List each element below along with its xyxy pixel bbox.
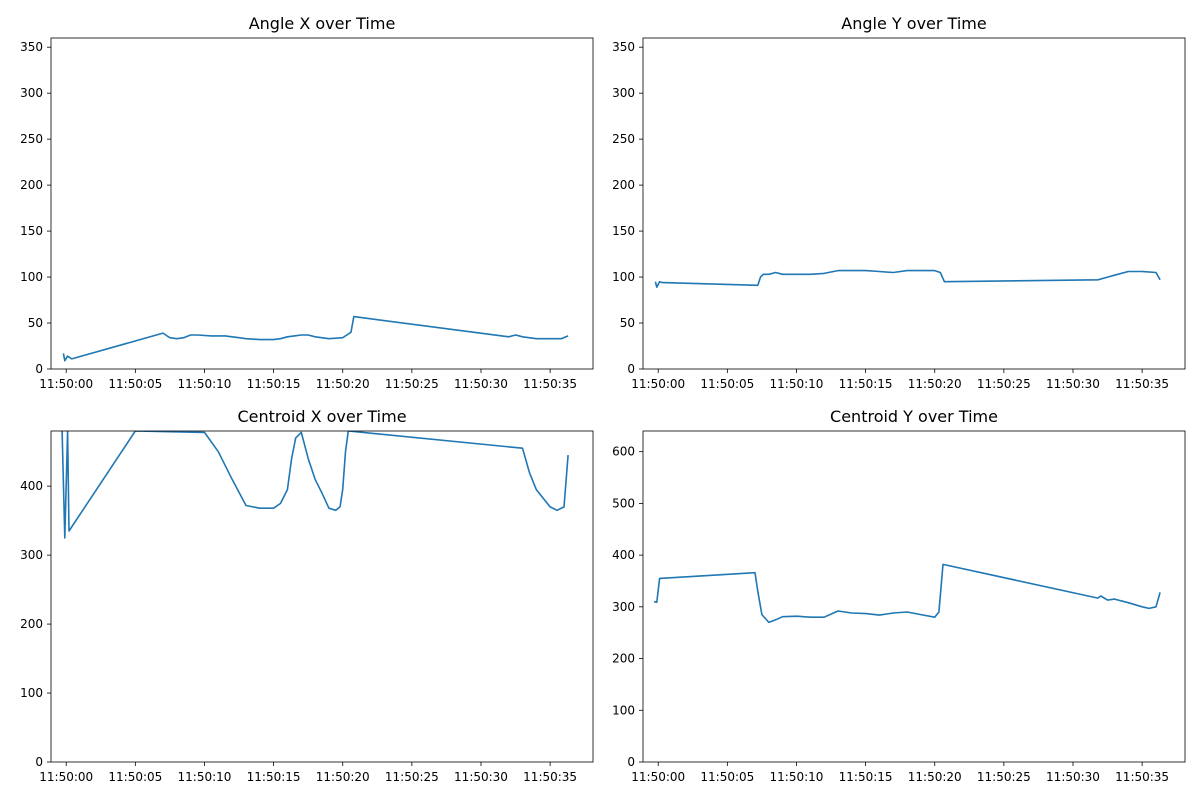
- angle-y-over-time-y-tick-label: 200: [612, 178, 635, 192]
- angle-x-over-time-y-tick-label: 0: [35, 362, 43, 376]
- angle-x-over-time-title: Angle X over Time: [249, 14, 396, 33]
- centroid-y-over-time-x-tick-label: 11:50:35: [1115, 770, 1169, 784]
- angle-y-over-time-y-tick-label: 0: [627, 362, 635, 376]
- angle-y-over-time-x-tick-label: 11:50:20: [908, 377, 962, 391]
- centroid-y-over-time-y-tick-label: 600: [612, 445, 635, 459]
- centroid-x-over-time-x-tick-label: 11:50:00: [39, 770, 93, 784]
- angle-x-over-time-x-tick-label: 11:50:35: [523, 377, 577, 391]
- centroid-y-over-time-x-tick-label: 11:50:30: [1046, 770, 1100, 784]
- centroid-x-over-time-series-line: [61, 431, 569, 539]
- centroid-y-chart: Centroid Y over Time 0 100 200 300 400 500 600 1…: [612, 407, 1186, 784]
- angle-x-over-time-x-tick-label: 11:50:05: [108, 377, 162, 391]
- angle-x-over-time-y-tick-label: 250: [20, 132, 43, 146]
- angle-x-over-time-series-line: [62, 315, 569, 362]
- centroid-y-over-time-x-tick-label: 11:50:10: [770, 770, 824, 784]
- angle-y-over-time-series-line: [654, 269, 1161, 289]
- centroid-x-over-time-x-tick-label: 11:50:15: [247, 770, 301, 784]
- centroid-y-over-time-title: Centroid Y over Time: [830, 407, 998, 426]
- angle-y-over-time-y-tick-label: 150: [612, 224, 635, 238]
- centroid-y-over-time-x-tick-label: 11:50:25: [977, 770, 1031, 784]
- angle-x-over-time-y-tick-label: 150: [20, 224, 43, 238]
- centroid-y-over-time-x-tick-label: 11:50:20: [908, 770, 962, 784]
- centroid-y-over-time-series-line: [653, 563, 1161, 624]
- centroid-x-over-time-plot-frame: [50, 430, 594, 763]
- angle-y-over-time-x-tick-label: 11:50:30: [1046, 377, 1100, 391]
- centroid-x-over-time-y-tick-label: 400: [20, 479, 43, 493]
- angle-x-over-time-x-tick-label: 11:50:15: [247, 377, 301, 391]
- angle-x-over-time-plot-frame: [50, 37, 594, 370]
- angle-x-over-time-y-tick-label: 300: [20, 86, 43, 100]
- centroid-x-over-time-y-tick-label: 200: [20, 617, 43, 631]
- centroid-y-over-time-y-tick-label: 200: [612, 652, 635, 666]
- angle-x-over-time-y-tick-label: 350: [20, 40, 43, 54]
- angle-y-over-time-x-tick-label: 11:50:15: [839, 377, 893, 391]
- angle-x-chart: Angle X over Time 0 50 100 150 200 250 300 350 11…: [20, 14, 594, 391]
- angle-x-over-time-y-tick-label: 50: [28, 316, 43, 330]
- centroid-y-over-time-y-tick-label: 0: [627, 755, 635, 769]
- angle-y-chart: Angle Y over Time 0 50 100 150 200 250 300 350 11…: [612, 14, 1186, 391]
- angle-y-over-time-y-tick-label: 300: [612, 86, 635, 100]
- centroid-x-over-time-y-tick-label: 100: [20, 686, 43, 700]
- centroid-x-over-time-x-tick-label: 11:50:30: [454, 770, 508, 784]
- centroid-x-over-time-x-tick-label: 11:50:05: [108, 770, 162, 784]
- angle-y-over-time-x-tick-label: 11:50:25: [977, 377, 1031, 391]
- angle-y-over-time-x-tick-label: 11:50:10: [770, 377, 824, 391]
- centroid-x-over-time-x-tick-label: 11:50:35: [523, 770, 577, 784]
- centroid-y-over-time-x-tick-label: 11:50:05: [700, 770, 754, 784]
- centroid-y-over-time-y-tick-label: 300: [612, 600, 635, 614]
- centroid-x-over-time-title: Centroid X over Time: [237, 407, 406, 426]
- angle-y-over-time-x-tick-label: 11:50:00: [631, 377, 685, 391]
- centroid-x-over-time-y-tick-label: 0: [35, 755, 43, 769]
- angle-y-over-time-title: Angle Y over Time: [841, 14, 986, 33]
- centroid-x-over-time-x-tick-label: 11:50:20: [316, 770, 370, 784]
- centroid-y-over-time-y-tick-label: 500: [612, 496, 635, 510]
- centroid-x-over-time-x-tick-label: 11:50:10: [178, 770, 232, 784]
- centroid-y-over-time-x-tick-label: 11:50:00: [631, 770, 685, 784]
- centroid-x-over-time-y-tick-label: 300: [20, 548, 43, 562]
- centroid-y-over-time-plot-frame: [642, 430, 1186, 763]
- centroid-y-over-time-x-tick-label: 11:50:15: [839, 770, 893, 784]
- centroid-x-chart: Centroid X over Time 0 100 200 300 400 11:50:0…: [20, 407, 594, 784]
- angle-x-over-time-y-tick-label: 200: [20, 178, 43, 192]
- angle-x-over-time-x-tick-label: 11:50:25: [385, 377, 439, 391]
- angle-y-over-time-y-tick-label: 250: [612, 132, 635, 146]
- centroid-x-over-time-x-tick-label: 11:50:25: [385, 770, 439, 784]
- angle-x-over-time-y-tick-label: 100: [20, 270, 43, 284]
- angle-x-over-time-x-tick-label: 11:50:20: [316, 377, 370, 391]
- centroid-y-over-time-y-tick-label: 100: [612, 703, 635, 717]
- angle-y-over-time-y-tick-label: 100: [612, 270, 635, 284]
- angle-x-over-time-x-tick-label: 11:50:10: [178, 377, 232, 391]
- angle-y-over-time-y-tick-label: 50: [620, 316, 635, 330]
- centroid-y-over-time-y-tick-label: 400: [612, 548, 635, 562]
- angle-x-over-time-x-tick-label: 11:50:30: [454, 377, 508, 391]
- angle-y-over-time-x-tick-label: 11:50:35: [1115, 377, 1169, 391]
- angle-y-over-time-plot-frame: [642, 37, 1186, 370]
- angle-y-over-time-x-tick-label: 11:50:05: [700, 377, 754, 391]
- angle-y-over-time-y-tick-label: 350: [612, 40, 635, 54]
- angle-x-over-time-x-tick-label: 11:50:00: [39, 377, 93, 391]
